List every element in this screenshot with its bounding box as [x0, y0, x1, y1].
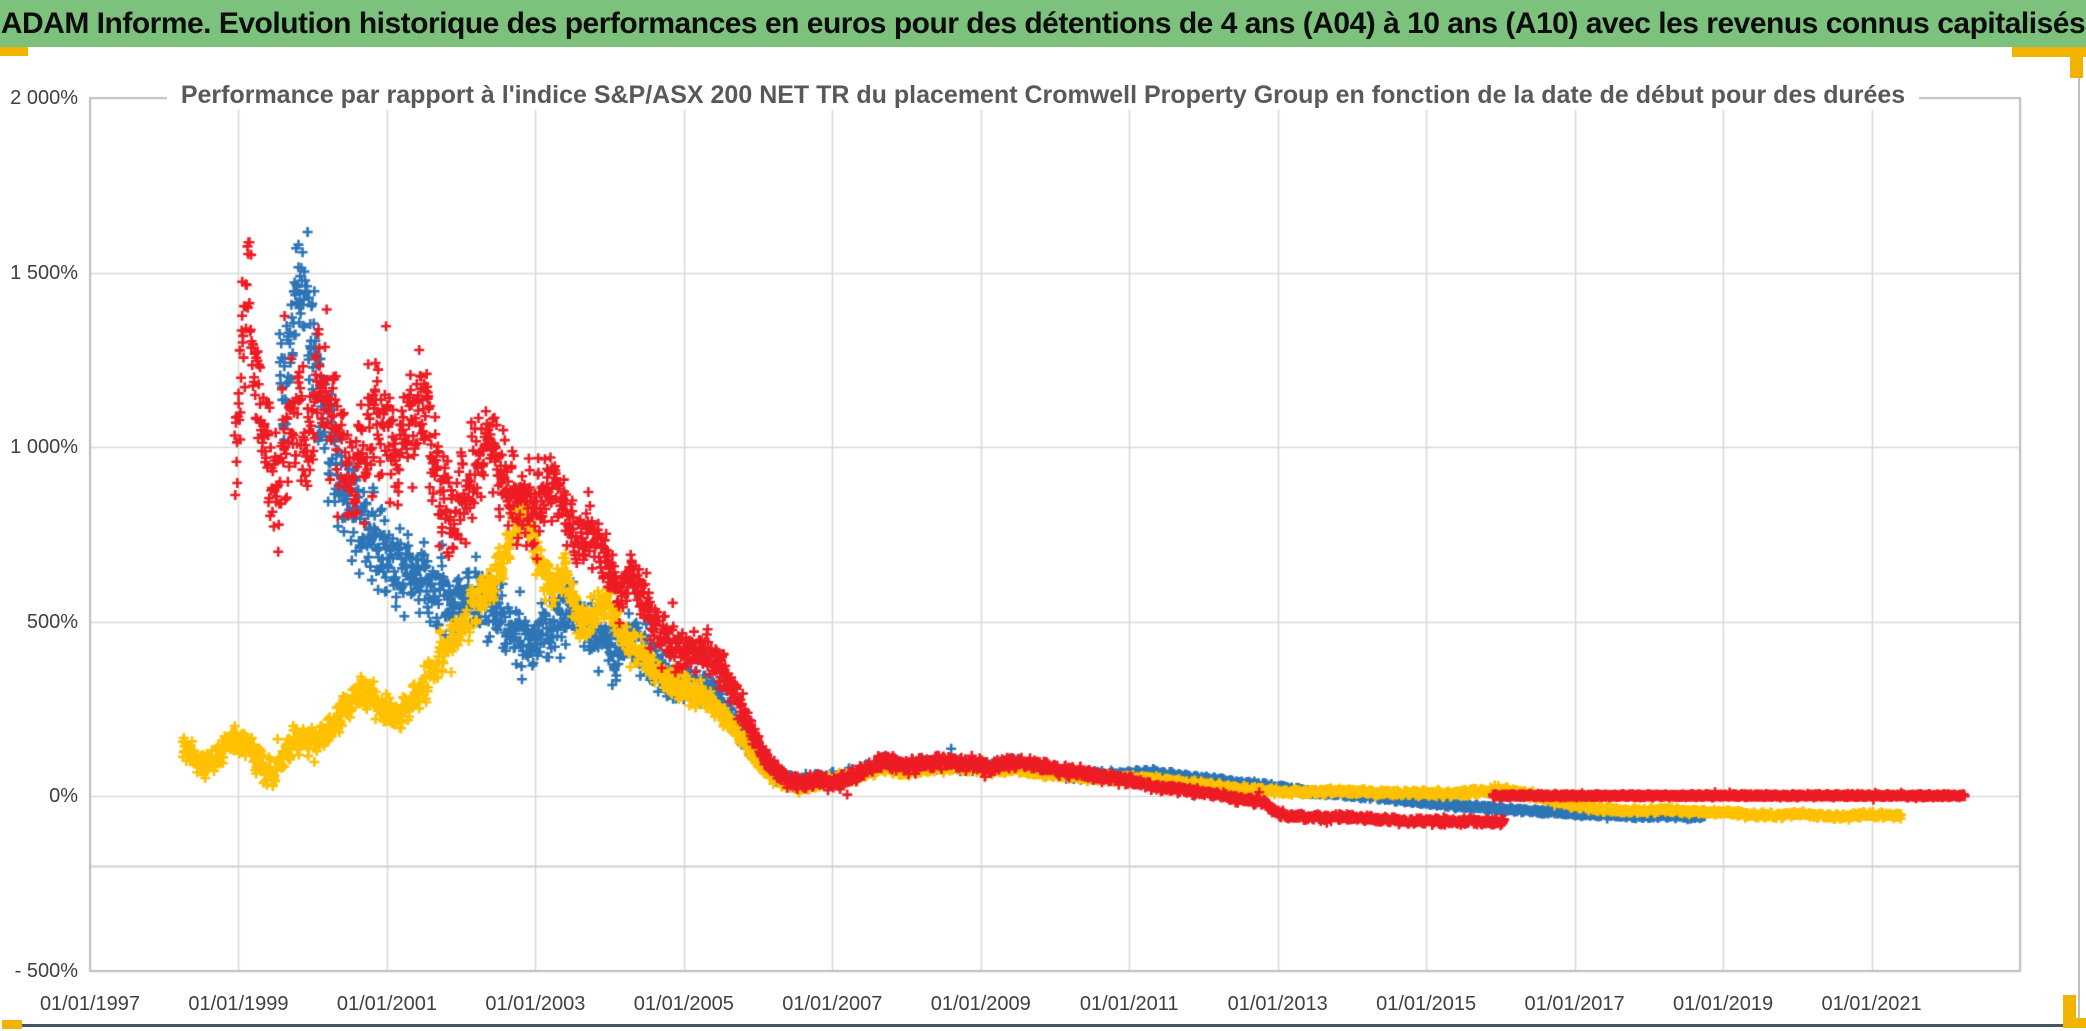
x-axis-tick-label: 01/01/2017: [1524, 993, 1625, 1015]
gold-range-corner-top-left: [0, 47, 28, 56]
y-axis-tick-label: - 500%: [14, 960, 78, 982]
x-axis-tick-label: 01/01/2003: [485, 993, 586, 1015]
x-axis-tick-label: 01/01/2009: [930, 993, 1031, 1015]
x-axis-tick-label: 01/01/2015: [1376, 993, 1477, 1015]
y-axis-tick-label: 500%: [26, 610, 78, 633]
gold-range-corner-bottom-right-tab: [2063, 1018, 2086, 1028]
chart-right-border-line: [2078, 47, 2080, 1027]
gold-range-corner-bottom-left: [2, 1020, 22, 1029]
chart-bottom-border-line: [22, 1024, 2086, 1027]
y-axis-tick-label: 2 000%: [10, 87, 78, 109]
gold-range-corner-top-right-tab: [2070, 57, 2083, 78]
x-axis-tick-label: 01/01/1999: [188, 993, 289, 1015]
x-axis-tick-label: 01/01/2011: [1079, 993, 1179, 1015]
x-axis-tick-label: 01/01/1997: [39, 993, 141, 1015]
x-axis-tick-label: 01/01/2007: [782, 993, 883, 1015]
y-axis-tick-label: 1 000%: [10, 436, 78, 459]
x-axis-tick-label: 01/01/2019: [1673, 993, 1774, 1015]
y-axis-tick-label: 1 500%: [10, 261, 78, 284]
x-axis-tick-label: 01/01/2013: [1227, 993, 1328, 1015]
x-axis-tick-label: 01/01/2005: [633, 993, 734, 1015]
chart-title: Performance par rapport à l'indice S&P/A…: [166, 81, 1920, 110]
x-axis-tick-label: 01/01/2001: [336, 993, 437, 1015]
y-axis-tick-label: 0%: [49, 785, 78, 808]
gold-range-corner-top-right: [2012, 47, 2086, 57]
x-axis-tick-label: 01/01/2021: [1821, 993, 1922, 1015]
